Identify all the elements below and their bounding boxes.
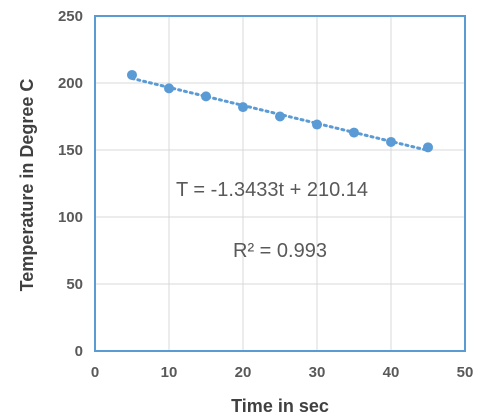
r-squared-label: R² = 0.993 <box>233 240 327 262</box>
x-tick-label-0: 0 <box>91 364 99 381</box>
x-tick-label-2: 20 <box>235 364 252 381</box>
y-tick-label-2: 100 <box>58 209 83 226</box>
x-axis-title: Time in sec <box>231 396 329 416</box>
data-point-7 <box>386 136 396 147</box>
x-tick-label-3: 30 <box>309 364 326 381</box>
data-point-3 <box>238 102 248 113</box>
x-tick-label-4: 40 <box>383 364 400 381</box>
y-tick-label-3: 150 <box>58 142 83 159</box>
plot-area-border <box>94 15 466 352</box>
data-point-6 <box>349 127 359 138</box>
y-axis-title: Temperature in Degree C <box>17 79 37 292</box>
y-tick-labels: 0 50 100 150 200 250 <box>58 8 83 360</box>
x-tick-label-5: 50 <box>457 364 474 381</box>
data-points <box>127 69 433 153</box>
data-point-4 <box>275 111 285 122</box>
data-point-1 <box>164 83 174 94</box>
trendline-equation: T = -1.3433t + 210.14 <box>176 179 368 201</box>
y-tick-label-0: 0 <box>75 343 83 360</box>
y-tick-label-1: 50 <box>66 276 83 293</box>
data-point-2 <box>201 91 211 102</box>
data-point-5 <box>312 119 322 130</box>
y-tick-label-5: 250 <box>58 8 83 25</box>
y-tick-label-4: 200 <box>58 75 83 92</box>
data-point-0 <box>127 69 137 80</box>
x-tick-label-1: 10 <box>161 364 178 381</box>
x-tick-labels: 0 10 20 30 40 50 <box>91 364 474 381</box>
data-point-8 <box>423 142 433 153</box>
